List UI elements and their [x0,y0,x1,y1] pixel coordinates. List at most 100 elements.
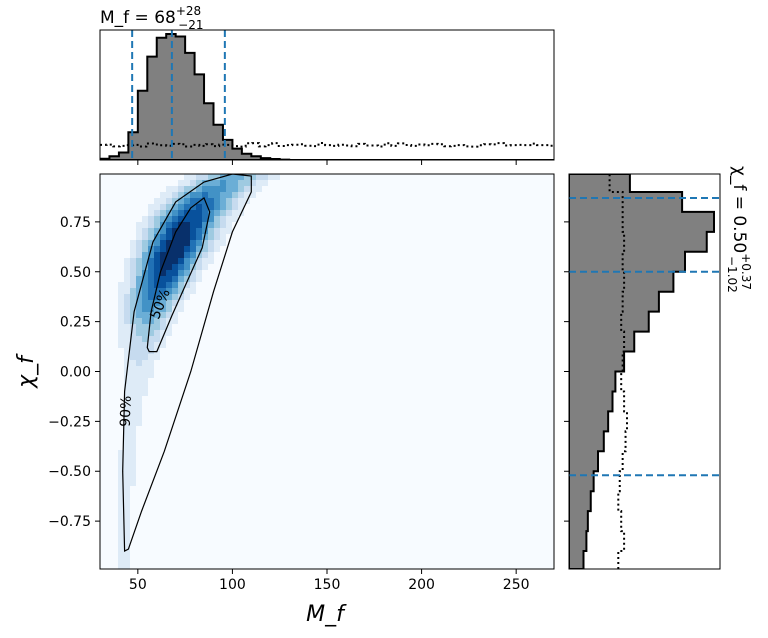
density-cell [130,306,136,312]
density-cell [148,366,154,372]
density-cell [154,240,160,246]
density-cell [184,258,190,264]
density-cell [160,336,166,342]
density-cell [226,174,232,180]
density-cell [166,330,172,336]
x-tick-label: 100 [219,577,246,593]
density-cell [226,216,232,222]
density-cell [118,324,124,330]
density-cell [196,216,202,222]
density-cell [184,252,190,258]
density-cell [142,324,148,330]
density-cell [142,342,148,348]
density-cell [118,468,124,474]
density-cell [124,552,130,558]
density-cell [166,228,172,234]
density-cell [142,252,148,258]
density-cell [130,426,136,432]
density-cell [148,228,154,234]
density-cell [124,546,130,552]
density-cell [148,342,154,348]
density-cell [172,192,178,198]
density-cell [142,288,148,294]
density-cell [124,426,130,432]
density-cell [130,258,136,264]
density-cell [190,186,196,192]
density-cell [136,414,142,420]
density-cell [178,234,184,240]
density-cell [148,282,154,288]
density-cell [154,216,160,222]
density-cell [190,282,196,288]
density-cell [136,246,142,252]
density-cell [202,192,208,198]
density-cell [124,474,130,480]
density-cell [154,330,160,336]
density-cell [136,348,142,354]
density-cell [166,312,172,318]
density-cell [190,288,196,294]
density-cell [154,294,160,300]
density-cell [232,186,238,192]
density-cell [124,510,130,516]
density-cell [244,186,250,192]
density-cell [130,300,136,306]
density-cell [160,252,166,258]
density-cell [118,474,124,480]
density-cell [196,240,202,246]
joint-density-panel: 50%90% 50 100 150 200 2500.750.500.250.00−0.… [14,173,555,627]
density-cell [220,192,226,198]
density-cell [124,540,130,546]
density-cell [220,216,226,222]
density-cell [244,180,250,186]
density-cell [160,294,166,300]
density-cell [124,504,130,510]
density-cell [178,300,184,306]
density-cell [238,198,244,204]
density-cell [130,372,136,378]
density-cell [130,294,136,300]
density-cell [184,282,190,288]
density-cell [154,276,160,282]
density-cell [142,264,148,270]
density-cell [190,222,196,228]
density-cell [154,270,160,276]
density-cell [178,216,184,222]
density-cell [124,498,130,504]
density-cell [160,288,166,294]
density-cell [130,336,136,342]
density-cell [196,192,202,198]
density-cell [268,174,274,180]
density-cell [124,432,130,438]
density-cell [178,306,184,312]
density-cell [142,276,148,282]
density-cell [274,174,280,180]
density-cell [136,294,142,300]
density-cell [142,372,148,378]
density-cell [166,234,172,240]
density-cell [190,240,196,246]
density-cell [118,342,124,348]
density-cell [148,258,154,264]
density-cell [160,318,166,324]
chi-prior-histogram [608,174,628,569]
density-cell [178,192,184,198]
density-cell [214,246,220,252]
density-cell [148,216,154,222]
density-cell [136,372,142,378]
density-cell [184,174,190,180]
density-cell [160,282,166,288]
density-cell [136,396,142,402]
density-cell [166,240,172,246]
density-cell [118,498,124,504]
density-cell [130,396,136,402]
density-cell [148,306,154,312]
density-cell [178,210,184,216]
density-cell [130,420,136,426]
density-cell [154,228,160,234]
density-cell [172,276,178,282]
density-cell [118,486,124,492]
density-cell [142,246,148,252]
density-cell [148,294,154,300]
density-cell [196,276,202,282]
